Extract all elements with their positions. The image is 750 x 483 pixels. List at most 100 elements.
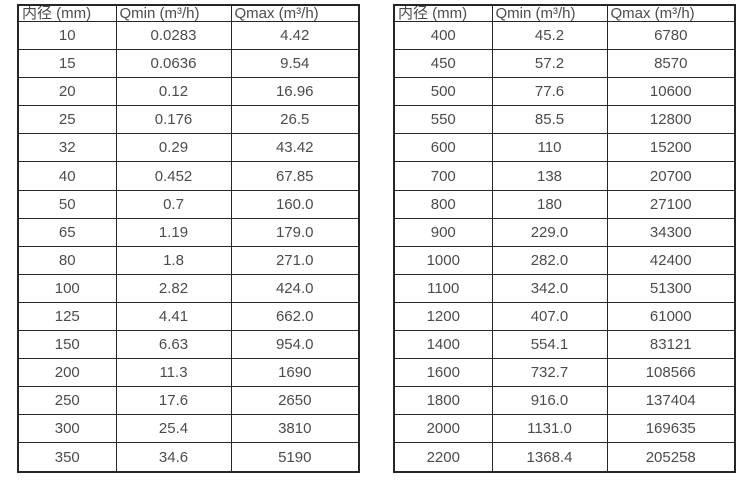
table-cell: 250 xyxy=(17,386,117,416)
table-row: 450 57.2 8570 xyxy=(393,49,736,79)
flow-table-large-diameters: 内径 (mm) Qmin (m³/h) Qmax (m³/h) 400 45.2 6… xyxy=(393,4,736,473)
table-cell: 1000 xyxy=(393,245,493,275)
table-row: 100 2.82 424.0 xyxy=(17,273,360,303)
table-row: 150 6.63 954.0 xyxy=(17,330,360,360)
table-row: 20 0.12 16.96 xyxy=(17,77,360,107)
table-cell: 67.85 xyxy=(230,161,360,191)
table-cell: 8570 xyxy=(606,49,736,79)
table-row: 600 110 15200 xyxy=(393,133,736,163)
table-cell: 77.6 xyxy=(491,77,608,107)
table-cell: 1800 xyxy=(393,386,493,416)
table-cell: 108566 xyxy=(606,358,736,388)
table-header-row: 内径 (mm) Qmin (m³/h) Qmax (m³/h) xyxy=(17,4,360,22)
table-cell: 271.0 xyxy=(230,245,360,275)
table-cell: 45.2 xyxy=(491,20,608,51)
table-cell: 27100 xyxy=(606,189,736,219)
header-qmin: Qmin (m³/h) xyxy=(491,4,608,22)
table-cell: 15200 xyxy=(606,133,736,163)
table-row: 125 4.41 662.0 xyxy=(17,301,360,332)
table-cell: 9.54 xyxy=(230,49,360,79)
table-row: 1100 342.0 51300 xyxy=(393,273,736,303)
table-cell: 61000 xyxy=(606,301,736,332)
table-cell: 25 xyxy=(17,105,117,135)
table-cell: 2.82 xyxy=(115,273,232,303)
table-row: 1600 732.7 108566 xyxy=(393,358,736,388)
table-cell: 550 xyxy=(393,105,493,135)
header-qmax: Qmax (m³/h) xyxy=(230,4,360,22)
table-cell: 0.12 xyxy=(115,77,232,107)
table-cell: 282.0 xyxy=(491,245,608,275)
table-cell: 1600 xyxy=(393,358,493,388)
table-cell: 229.0 xyxy=(491,217,608,247)
table-cell: 6780 xyxy=(606,20,736,51)
table-cell: 137404 xyxy=(606,386,736,416)
table-cell: 80 xyxy=(17,245,117,275)
table-cell: 4.42 xyxy=(230,20,360,51)
table-cell: 32 xyxy=(17,133,117,163)
table-cell: 100 xyxy=(17,273,117,303)
table-row: 1000 282.0 42400 xyxy=(393,245,736,275)
table-row: 250 17.6 2650 xyxy=(17,386,360,416)
table-cell: 169635 xyxy=(606,414,736,444)
table-cell: 1200 xyxy=(393,301,493,332)
table-cell: 300 xyxy=(17,414,117,444)
table-cell: 1368.4 xyxy=(491,442,608,473)
table-cell: 200 xyxy=(17,358,117,388)
table-cell: 1100 xyxy=(393,273,493,303)
table-cell: 85.5 xyxy=(491,105,608,135)
table-cell: 954.0 xyxy=(230,330,360,360)
flow-table-small-diameters: 内径 (mm) Qmin (m³/h) Qmax (m³/h) 10 0.0283… xyxy=(17,4,360,473)
table-row: 300 25.4 3810 xyxy=(17,414,360,444)
table-cell: 17.6 xyxy=(115,386,232,416)
table-cell: 51300 xyxy=(606,273,736,303)
table-cell: 916.0 xyxy=(491,386,608,416)
table-row: 80 1.8 271.0 xyxy=(17,245,360,275)
table-cell: 138 xyxy=(491,161,608,191)
table-cell: 34.6 xyxy=(115,442,232,473)
table-row: 1400 554.1 83121 xyxy=(393,330,736,360)
table-cell: 83121 xyxy=(606,330,736,360)
header-diameter: 内径 (mm) xyxy=(393,4,493,22)
table-row: 1200 407.0 61000 xyxy=(393,301,736,332)
table-cell: 20700 xyxy=(606,161,736,191)
table-cell: 450 xyxy=(393,49,493,79)
table-cell: 0.0636 xyxy=(115,49,232,79)
table-cell: 10 xyxy=(17,20,117,51)
table-row: 200 11.3 1690 xyxy=(17,358,360,388)
table-cell: 350 xyxy=(17,442,117,473)
table-cell: 407.0 xyxy=(491,301,608,332)
table-cell: 500 xyxy=(393,77,493,107)
table-cell: 2200 xyxy=(393,442,493,473)
table-row: 10 0.0283 4.42 xyxy=(17,20,360,51)
table-cell: 1400 xyxy=(393,330,493,360)
table-cell: 0.176 xyxy=(115,105,232,135)
header-diameter: 内径 (mm) xyxy=(17,4,117,22)
table-cell: 12800 xyxy=(606,105,736,135)
table-cell: 25.4 xyxy=(115,414,232,444)
table-cell: 0.29 xyxy=(115,133,232,163)
table-row: 400 45.2 6780 xyxy=(393,20,736,51)
table-cell: 40 xyxy=(17,161,117,191)
table-cell: 662.0 xyxy=(230,301,360,332)
table-row: 800 180 27100 xyxy=(393,189,736,219)
table-cell: 2000 xyxy=(393,414,493,444)
table-row: 2200 1368.4 205258 xyxy=(393,442,736,473)
table-cell: 732.7 xyxy=(491,358,608,388)
table-cell: 700 xyxy=(393,161,493,191)
table-cell: 424.0 xyxy=(230,273,360,303)
header-qmax: Qmax (m³/h) xyxy=(606,4,736,22)
table-row: 25 0.176 26.5 xyxy=(17,105,360,135)
table-cell: 554.1 xyxy=(491,330,608,360)
table-cell: 0.0283 xyxy=(115,20,232,51)
table-cell: 4.41 xyxy=(115,301,232,332)
table-cell: 900 xyxy=(393,217,493,247)
table-cell: 1131.0 xyxy=(491,414,608,444)
table-cell: 342.0 xyxy=(491,273,608,303)
table-row: 500 77.6 10600 xyxy=(393,77,736,107)
table-cell: 150 xyxy=(17,330,117,360)
table-cell: 15 xyxy=(17,49,117,79)
table-row: 40 0.452 67.85 xyxy=(17,161,360,191)
table-cell: 0.7 xyxy=(115,189,232,219)
table-row: 550 85.5 12800 xyxy=(393,105,736,135)
table-row: 700 138 20700 xyxy=(393,161,736,191)
